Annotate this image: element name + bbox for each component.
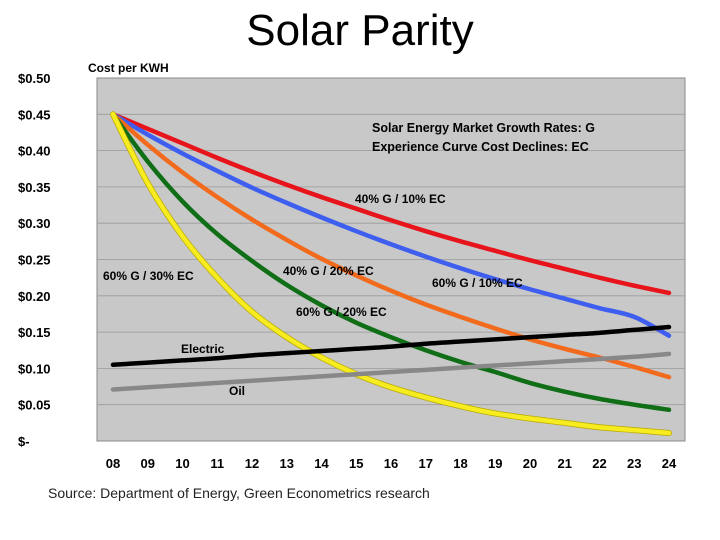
x-tick-label: 16 — [384, 456, 398, 471]
y-tick-label: $0.35 — [18, 180, 51, 195]
series-line-60-g-30-ec — [110, 112, 672, 436]
y-tick-label: $0.50 — [18, 71, 51, 86]
x-tick-label: 09 — [141, 456, 155, 471]
x-tick-label: 10 — [175, 456, 189, 471]
x-tick-label: 13 — [280, 456, 294, 471]
x-tick-label: 22 — [592, 456, 606, 471]
series-labels: 40% G / 10% EC 60% G / 10% EC 40% G / 20% … — [103, 192, 523, 398]
x-tick-label: 21 — [558, 456, 572, 471]
x-tick-label: 12 — [245, 456, 259, 471]
annotation-line-1: Solar Energy Market Growth Rates: G — [372, 121, 595, 135]
x-tick-label: 15 — [349, 456, 363, 471]
y-tick-label: $- — [18, 434, 30, 449]
x-tick-label: 18 — [453, 456, 467, 471]
x-tick-label: 14 — [314, 456, 329, 471]
series-line-electric — [110, 324, 672, 368]
x-tick-labels: 08 09 10 11 12 13 14 15 16 17 18 19 20 21 22 23 24 — [106, 456, 677, 471]
series-lines — [110, 111, 672, 437]
series-label-40-g-10-ec: 40% G / 10% EC — [355, 192, 446, 206]
series-line-60-g-10-ec — [110, 112, 672, 338]
x-tick-label: 08 — [106, 456, 120, 471]
series-label-60-g-10-ec: 60% G / 10% EC — [432, 276, 523, 290]
x-tick-label: 11 — [210, 456, 224, 471]
x-tick-label: 17 — [419, 456, 433, 471]
slide-title: Solar Parity — [246, 6, 474, 55]
y-tick-labels: $0.50 $0.45 $0.40 $0.35 $0.30 $0.25 $0.20 $0.15… — [18, 71, 51, 449]
y-tick-label: $0.20 — [18, 289, 51, 304]
y-tick-label: $0.15 — [18, 325, 51, 340]
x-tick-label: 20 — [523, 456, 537, 471]
x-tick-label: 23 — [627, 456, 641, 471]
y-tick-label: $0.10 — [18, 361, 51, 376]
series-label-40-g-20-ec: 40% G / 20% EC — [283, 264, 374, 278]
y-tick-label: $0.05 — [18, 398, 51, 413]
y-tick-label: $0.45 — [18, 107, 51, 122]
series-label-60-g-30-ec: 60% G / 30% EC — [103, 269, 194, 283]
series-line-60-g-20-ec — [110, 112, 672, 413]
series-label-electric: Electric — [181, 342, 225, 356]
series-line-40-g-20-ec — [110, 112, 672, 380]
series-label-oil: Oil — [229, 384, 245, 398]
y-tick-label: $0.40 — [18, 144, 51, 159]
series-line-oil — [110, 351, 672, 392]
y-tick-label: $0.25 — [18, 253, 51, 268]
x-tick-label: 19 — [488, 456, 502, 471]
series-line-40-g-10-ec — [110, 112, 672, 296]
x-tick-label: 24 — [662, 456, 677, 471]
annotation-line-2: Experience Curve Cost Declines: EC — [372, 140, 589, 154]
source-note: Source: Department of Energy, Green Econ… — [48, 485, 430, 501]
y-axis-label: Cost per KWH — [88, 61, 169, 75]
y-tick-label: $0.30 — [18, 216, 51, 231]
series-label-60-g-20-ec: 60% G / 20% EC — [296, 305, 387, 319]
